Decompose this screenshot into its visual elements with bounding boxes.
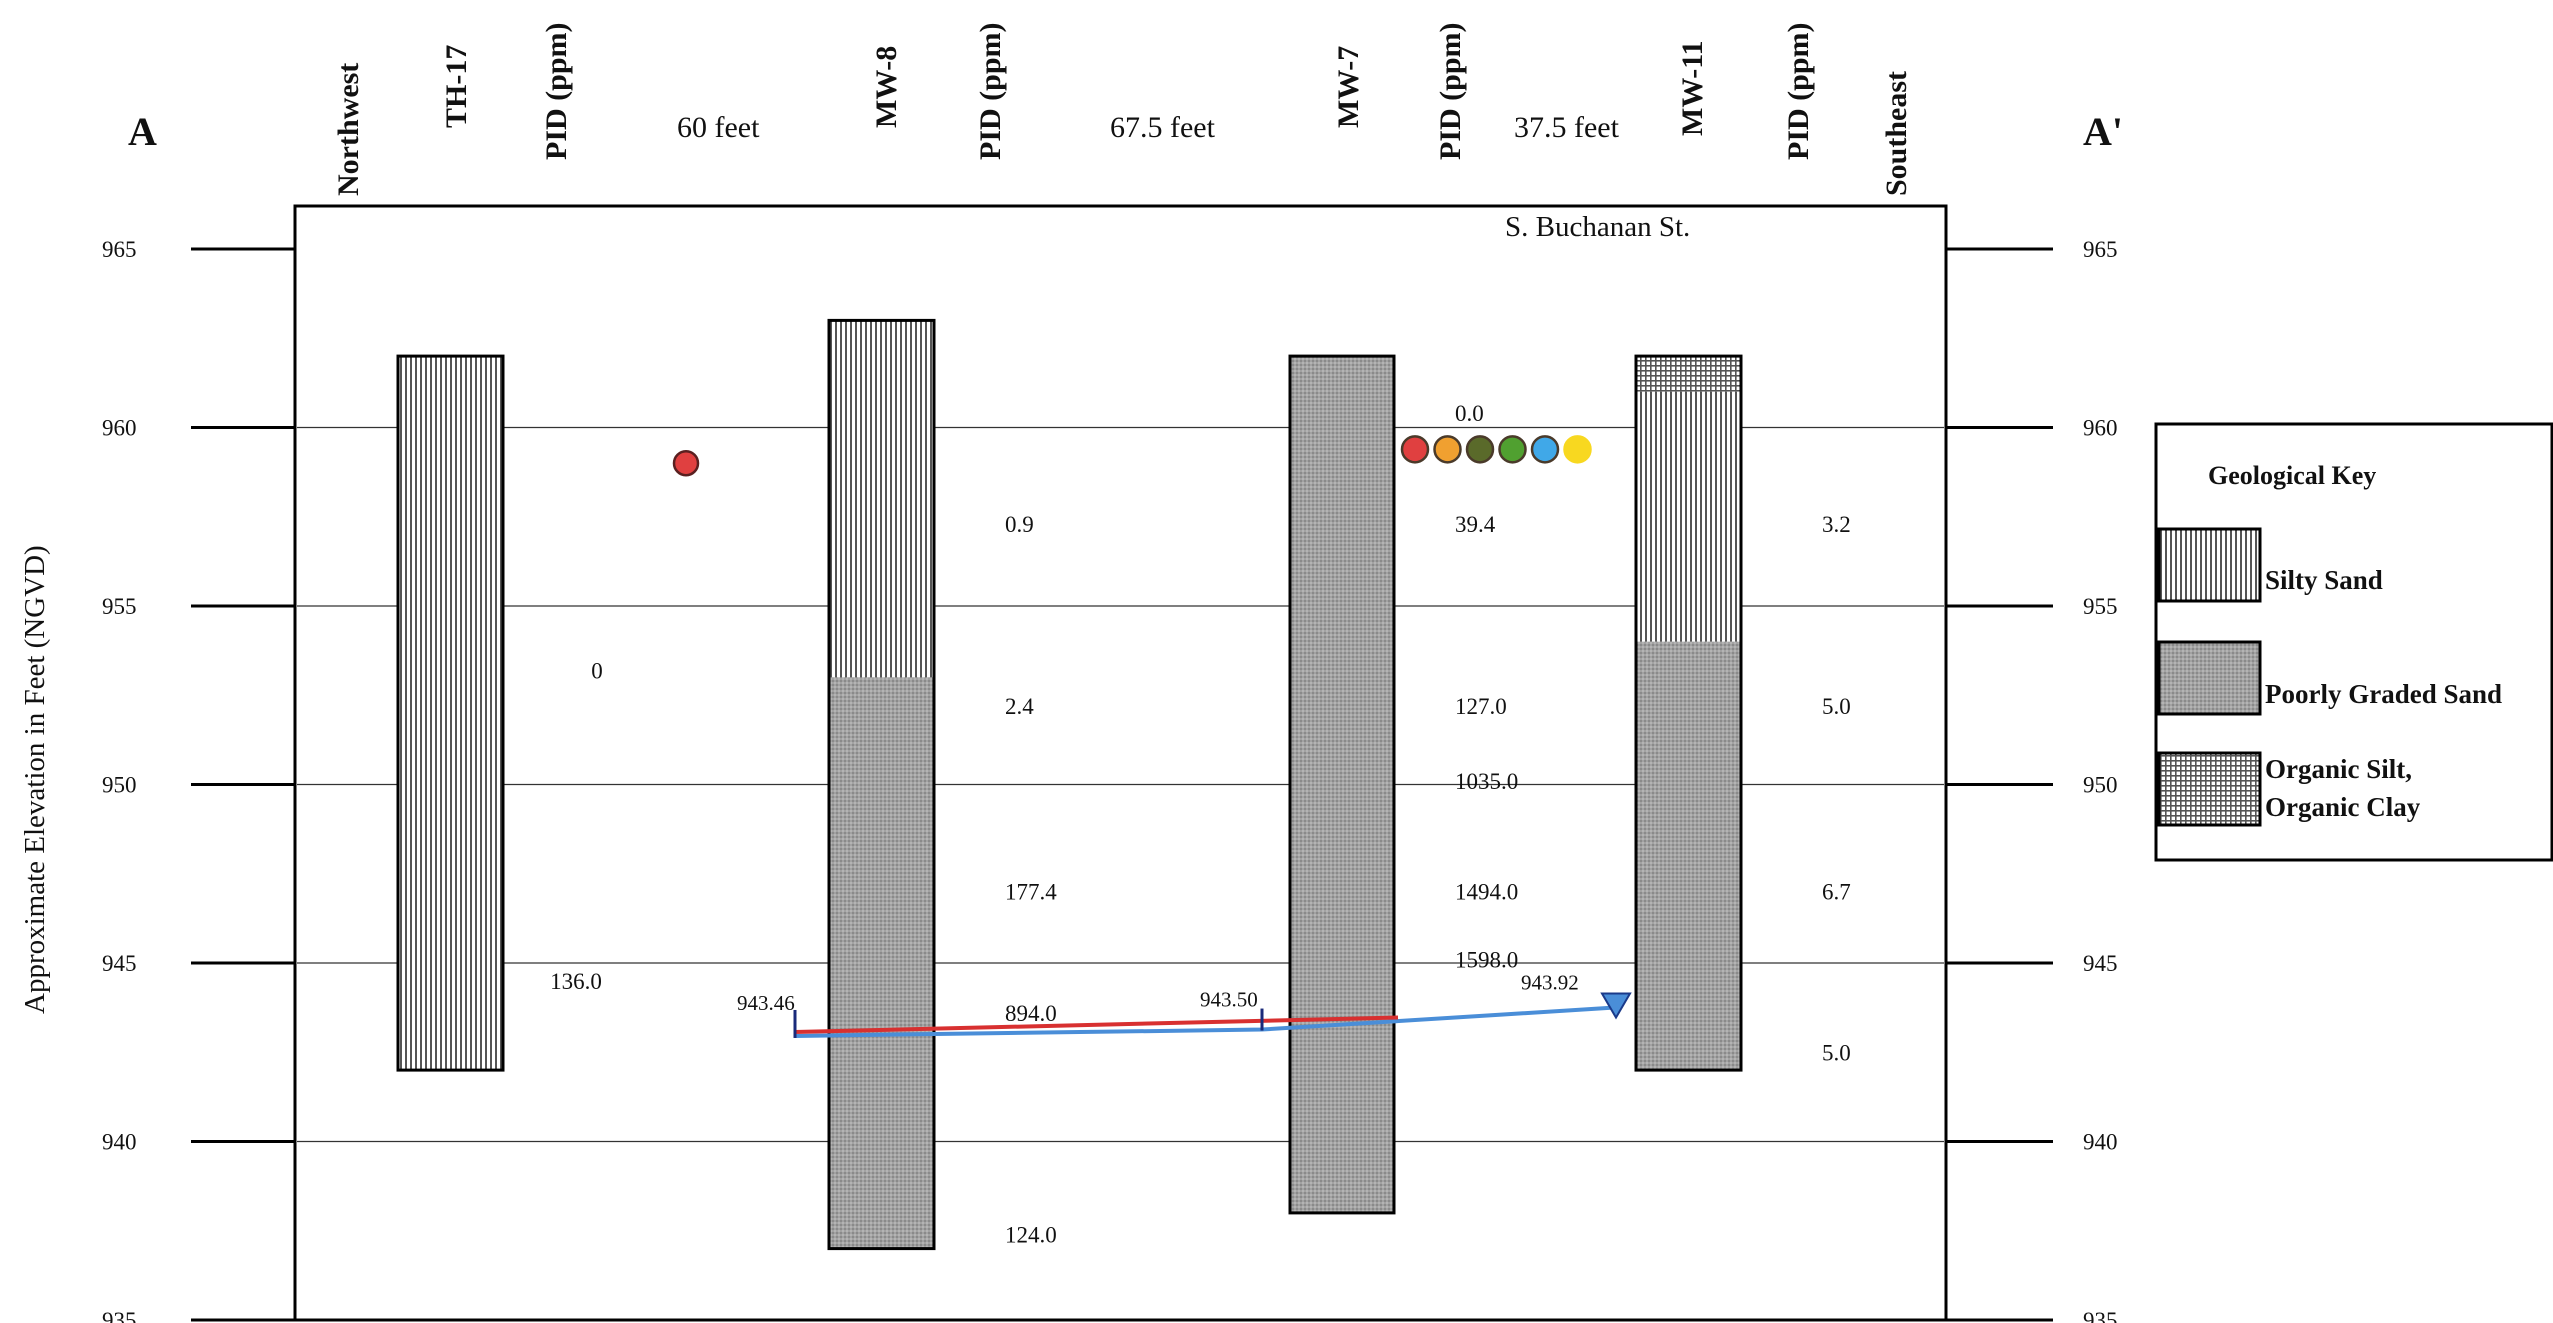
legend-label-poorly-graded-sand: Poorly Graded Sand (2265, 679, 2502, 709)
sample-marker-dot (672, 449, 700, 477)
elevation-tick-label-left: 965 (102, 237, 137, 262)
elevation-tick-label-left: 960 (102, 416, 137, 441)
pid-reading: 3.2 (1822, 512, 1851, 537)
soil-layer-poorly (829, 677, 934, 1249)
well-mw-11-label: MW-11 (1676, 40, 1709, 136)
elevation-tick-label-left: 955 (102, 594, 137, 619)
water-level-label: 943.50 (1200, 988, 1258, 1012)
elevation-tick-label-right: 945 (2083, 951, 2118, 976)
section-end-label: A' (2083, 109, 2123, 154)
pid-header-mw-11: PID (ppm) (1782, 22, 1815, 160)
water-level-label: 943.92 (1521, 971, 1579, 995)
sample-marker-dot (1498, 435, 1527, 464)
legend-swatch-silty-sand (2157, 527, 2262, 603)
pid-reading: 0 (591, 658, 603, 683)
well-mw-8-label: MW-8 (870, 46, 903, 128)
pid-header-th-17: PID (ppm) (540, 22, 573, 160)
elevation-tick-label-right: 950 (2083, 773, 2118, 798)
well-th-17-label: TH-17 (440, 45, 473, 128)
boring-outline (1634, 354, 1743, 1072)
elevation-tick-label-right: 960 (2083, 416, 2118, 441)
elevation-tick-label-right: 935 (2083, 1308, 2118, 1323)
sample-markers (672, 435, 1592, 477)
legend-label-organic-line2: Organic Clay (2265, 792, 2421, 822)
distance-label: 37.5 feet (1514, 111, 1620, 144)
legend-label-organic-line1: Organic Silt, (2265, 754, 2412, 784)
soil-layer-silty (1636, 391, 1741, 642)
sample-marker-dot (1465, 435, 1495, 464)
boring-outline (396, 354, 505, 1072)
geological-key: Geological Key Silty Sand Poorly Graded … (2154, 422, 2553, 862)
soil-layer-poorly (1636, 641, 1741, 1071)
elevation-tick-label-right: 940 (2083, 1130, 2118, 1155)
elevation-tick-label-right: 965 (2083, 237, 2118, 262)
legend-title: Geological Key (2208, 461, 2376, 490)
pid-reading: 5.0 (1822, 694, 1851, 719)
water-table-line-red (794, 1015, 1399, 1034)
elevation-tick-label-left: 950 (102, 773, 137, 798)
pid-reading: 894.0 (1005, 1001, 1057, 1026)
pid-reading: 127.0 (1455, 694, 1507, 719)
section-frame (293, 204, 1948, 1322)
distance-label: 67.5 feet (1110, 111, 1216, 144)
distance-label: 60 feet (677, 111, 760, 144)
pid-reading: 1494.0 (1455, 880, 1518, 905)
pid-reading: 2.4 (1005, 694, 1034, 719)
pid-reading: 177.4 (1005, 880, 1057, 905)
water-table: 943.46 943.50 943.92 (737, 971, 1632, 1038)
elevation-tick-label-left: 940 (102, 1130, 137, 1155)
pid-reading: 1598.0 (1455, 947, 1518, 972)
pid-header-mw-7: PID (ppm) (1434, 22, 1467, 160)
pid-reading: 39.4 (1455, 512, 1496, 537)
boring-th-17 (396, 354, 505, 1072)
pid-reading: 5.0 (1822, 1040, 1851, 1065)
legend-swatch-poorly-graded-sand (2157, 640, 2262, 716)
legend-label-silty-sand: Silty Sand (2265, 565, 2383, 595)
borings (396, 318, 1743, 1251)
pid-reading: 1035.0 (1455, 769, 1518, 794)
elevation-tick-label-left: 945 (102, 951, 137, 976)
pid-reading: 124.0 (1005, 1222, 1057, 1247)
boring-mw-8 (827, 318, 936, 1251)
section-start-label: A (128, 109, 157, 154)
pid-header-mw-8: PID (ppm) (974, 22, 1007, 160)
street-label: S. Buchanan St. (1505, 211, 1690, 243)
soil-layer-silty (829, 320, 934, 678)
sample-marker-dot (1400, 435, 1430, 464)
water-level-triangle-icon (1600, 992, 1632, 1020)
water-level-label: 943.46 (737, 991, 795, 1015)
elevation-tick-label-right: 955 (2083, 594, 2118, 619)
legend-swatch-organic (2157, 751, 2262, 827)
soil-layer-silty (398, 356, 503, 1071)
boring-mw-11 (1634, 354, 1743, 1072)
boring-outline (1288, 354, 1396, 1215)
sample-marker-dot (1433, 435, 1462, 464)
pid-readings: 0 136.0 0.9 2.4 177.4 894.0 124.0 0.0 39.4 127.0 1… (550, 401, 1851, 1247)
boring-outline (827, 318, 936, 1251)
sample-marker-dot (1563, 435, 1592, 464)
boring-mw-7 (1288, 354, 1396, 1215)
pid-reading: 0.0 (1455, 401, 1484, 426)
pid-reading: 0.9 (1005, 512, 1034, 537)
northwest-label: Northwest (332, 63, 365, 196)
sample-marker-dot (1530, 435, 1560, 464)
pid-reading: 136.0 (550, 969, 602, 994)
soil-layer-poorly (1290, 356, 1394, 1213)
pid-reading: 6.7 (1822, 880, 1851, 905)
y-axis-label: Approximate Elevation in Feet (NGVD) (19, 545, 51, 1014)
elevation-tick-label-left: 935 (102, 1308, 137, 1323)
well-mw-7-label: MW-7 (1332, 46, 1365, 128)
soil-layer-organic (1636, 356, 1741, 392)
southeast-label: Southeast (1880, 71, 1913, 196)
